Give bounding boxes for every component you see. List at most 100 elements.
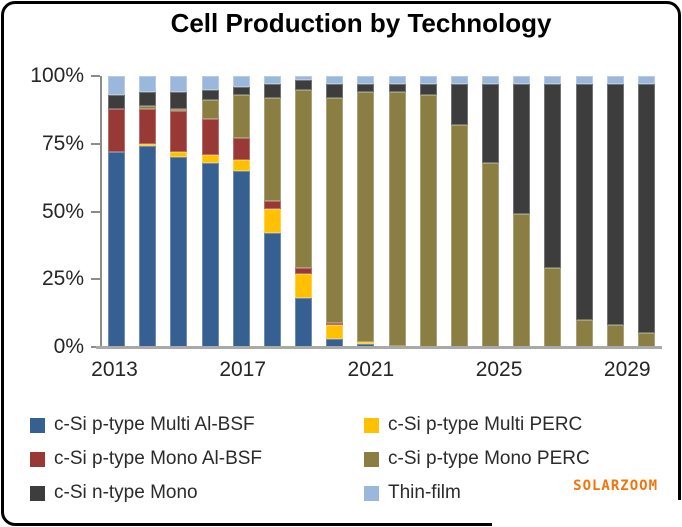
bar-segment — [388, 92, 406, 346]
bar-segment — [326, 97, 344, 323]
bar-segment — [513, 76, 531, 85]
legend-color-swatch — [30, 485, 45, 501]
bar-segment — [637, 76, 655, 85]
x-axis-slot: 2029 — [604, 358, 651, 384]
x-axis-slot — [298, 358, 315, 384]
legend-label: c-Si n-type Mono — [54, 482, 198, 503]
legend-label: c-Si p-type Multi Al-BSF — [54, 414, 255, 435]
bar-2030 — [637, 76, 655, 347]
y-axis-tick — [91, 278, 100, 281]
x-axis-slot — [651, 358, 668, 384]
watermark-background — [492, 500, 682, 527]
bar-segment — [201, 76, 219, 90]
bar-segment — [263, 76, 281, 85]
x-axis-label: 2021 — [347, 358, 395, 381]
bar-segment — [575, 84, 593, 320]
bar-2018 — [263, 76, 281, 347]
x-axis-slot: 2025 — [476, 358, 523, 384]
bar-segment — [513, 84, 531, 215]
x-axis-slot: 2021 — [348, 358, 395, 384]
bar-segment — [263, 97, 281, 201]
bar-segment — [295, 273, 313, 299]
bar-segment — [232, 160, 250, 171]
y-axis-tick — [91, 142, 100, 145]
y-axis-label: 100% — [30, 64, 84, 87]
x-axis-label: 2017 — [219, 358, 267, 381]
bar-segment — [139, 146, 157, 347]
bar-segment — [170, 157, 188, 347]
bar-2019 — [295, 76, 313, 347]
bar-2028 — [575, 76, 593, 347]
bar-2013 — [108, 76, 125, 347]
bar-segment — [357, 341, 375, 345]
bar-segment — [357, 76, 375, 85]
bar-segment — [170, 151, 188, 158]
legend-item-4: c-Si p-type Mono PERC — [364, 448, 650, 470]
bar-segment — [295, 268, 313, 274]
bar-segment — [295, 76, 313, 81]
bar-segment — [139, 105, 157, 109]
bar-segment — [108, 94, 125, 109]
y-axis-tick — [91, 210, 100, 213]
legend-label: c-Si p-type Mono Al-BSF — [54, 448, 263, 469]
x-axis-label: 2025 — [475, 358, 523, 381]
bar-segment — [201, 100, 219, 120]
bar-segment — [575, 319, 593, 347]
bar-2020 — [326, 76, 344, 347]
bar-2023 — [419, 76, 437, 347]
bar-segment — [201, 119, 219, 155]
bar-segment — [450, 84, 468, 125]
bar-segment — [357, 344, 375, 347]
bars — [102, 76, 662, 347]
x-axis-slot — [138, 358, 155, 384]
bar-segment — [263, 233, 281, 347]
x-axis-slot — [555, 358, 572, 384]
bar-segment — [326, 76, 344, 85]
bar-segment — [263, 208, 281, 234]
bar-segment — [295, 89, 313, 269]
legend-color-swatch — [364, 417, 379, 433]
x-axis-slot — [266, 358, 283, 384]
bar-segment — [201, 89, 219, 101]
legend-item-6: Thin-film — [364, 482, 650, 504]
y-axis-label: 25% — [41, 267, 84, 291]
x-axis-label: 2013 — [91, 358, 138, 381]
bar-segment — [139, 143, 157, 147]
bar-segment — [606, 325, 624, 347]
x-axis-slot — [202, 358, 219, 384]
y-axis-label: 75% — [41, 131, 84, 155]
bar-segment — [232, 86, 250, 95]
bar-segment — [232, 138, 250, 161]
bar-segment — [544, 76, 562, 85]
watermark-solarzoom: SOLARZOOM — [573, 478, 658, 494]
y-axis-tick — [91, 346, 100, 348]
bar-segment — [232, 170, 250, 347]
bar-segment — [295, 80, 313, 90]
legend-label: c-Si p-type Multi PERC — [388, 414, 583, 435]
bar-segment — [232, 95, 250, 139]
bar-segment — [513, 214, 531, 347]
bar-segment — [326, 322, 344, 326]
x-axis-slot — [426, 358, 443, 384]
bar-segment — [357, 92, 375, 342]
legend-item-5: c-Si n-type Mono — [30, 482, 364, 504]
x-axis-line — [96, 346, 662, 349]
legend: c-Si p-type Multi Al-BSF c-Si p-type Mult… — [30, 414, 650, 504]
bar-segment — [232, 76, 250, 87]
bar-segment — [357, 84, 375, 93]
bar-2015 — [170, 76, 188, 347]
bar-2024 — [450, 76, 468, 347]
legend-color-swatch — [364, 451, 379, 467]
bar-segment — [606, 84, 624, 326]
bar-segment — [482, 84, 500, 163]
bar-segment — [326, 338, 344, 347]
y-axis-label: 0% — [53, 335, 84, 358]
x-axis-slot — [587, 358, 604, 384]
bar-segment — [139, 92, 157, 106]
plot-area — [100, 76, 662, 347]
legend-color-swatch — [30, 417, 45, 433]
bar-segment — [450, 76, 468, 85]
legend-color-swatch — [30, 451, 45, 467]
bar-segment — [606, 76, 624, 85]
bar-segment — [326, 84, 344, 98]
